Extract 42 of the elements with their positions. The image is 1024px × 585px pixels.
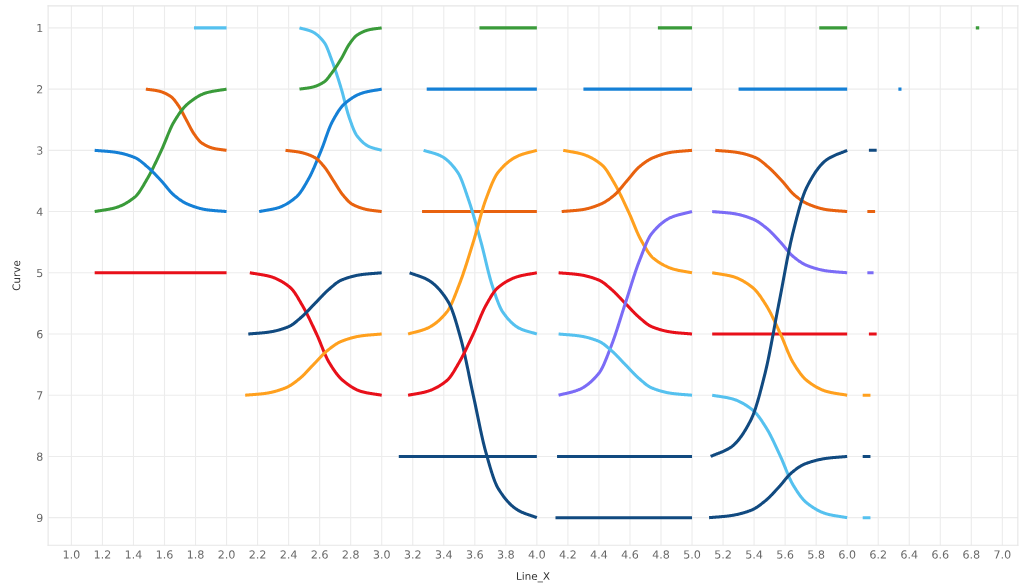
x-tick-label: 2.2 bbox=[249, 550, 266, 559]
x-tick-label: 4.2 bbox=[559, 550, 576, 559]
x-tick-label: 4.6 bbox=[621, 550, 639, 559]
x-tick-label: 2.6 bbox=[311, 550, 328, 559]
x-tick-label: 6.2 bbox=[870, 550, 886, 559]
y-tick-label: 1 bbox=[37, 24, 43, 33]
y-axis-title: Curve bbox=[12, 260, 21, 291]
x-tick-label: 2.8 bbox=[342, 550, 359, 559]
x-tick-label: 6.0 bbox=[839, 550, 856, 559]
x-tick-label: 4.8 bbox=[652, 550, 670, 559]
x-tick-label: 4.4 bbox=[590, 550, 608, 559]
x-tick-label: 3.4 bbox=[435, 550, 452, 559]
y-tick-label: 6 bbox=[36, 329, 43, 339]
y-tick-label: 8 bbox=[36, 452, 43, 461]
x-tick-label: 1.2 bbox=[94, 550, 111, 559]
x-tick-label: 5.6 bbox=[777, 550, 794, 559]
x-tick-label: 5.2 bbox=[715, 550, 731, 559]
x-tick-label: 2.0 bbox=[218, 550, 235, 559]
x-tick-label: 1.6 bbox=[156, 550, 173, 559]
x-tick-label: 3.6 bbox=[466, 550, 483, 559]
x-tick-label: 5.8 bbox=[808, 550, 825, 559]
x-tick-label: 2.4 bbox=[280, 550, 297, 559]
y-tick-label: 7 bbox=[37, 391, 43, 400]
y-tick-label: 2 bbox=[37, 85, 43, 94]
x-tick-label: 3.8 bbox=[497, 550, 514, 559]
y-tick-label: 5 bbox=[37, 268, 43, 278]
x-axis-title: Line_X bbox=[516, 571, 550, 583]
x-tick-label: 3.2 bbox=[404, 550, 421, 559]
y-tick-label: 3 bbox=[37, 146, 43, 155]
x-tick-label: 6.8 bbox=[963, 550, 980, 559]
x-tick-label: 7.0 bbox=[994, 550, 1011, 559]
x-tick-label: 4.0 bbox=[528, 550, 545, 559]
x-tick-label: 1.0 bbox=[63, 550, 80, 559]
y-tick-label: 9 bbox=[36, 513, 43, 523]
x-tick-label: 1.4 bbox=[125, 550, 142, 559]
x-tick-label: 5.4 bbox=[746, 550, 763, 559]
x-tick-label: 3.0 bbox=[373, 550, 390, 559]
x-tick-label: 1.8 bbox=[187, 550, 204, 559]
x-tick-label: 6.4 bbox=[901, 550, 918, 559]
x-tick-label: 5.0 bbox=[684, 550, 701, 559]
y-tick-label: 4 bbox=[36, 207, 43, 216]
x-tick-label: 6.6 bbox=[932, 550, 949, 559]
